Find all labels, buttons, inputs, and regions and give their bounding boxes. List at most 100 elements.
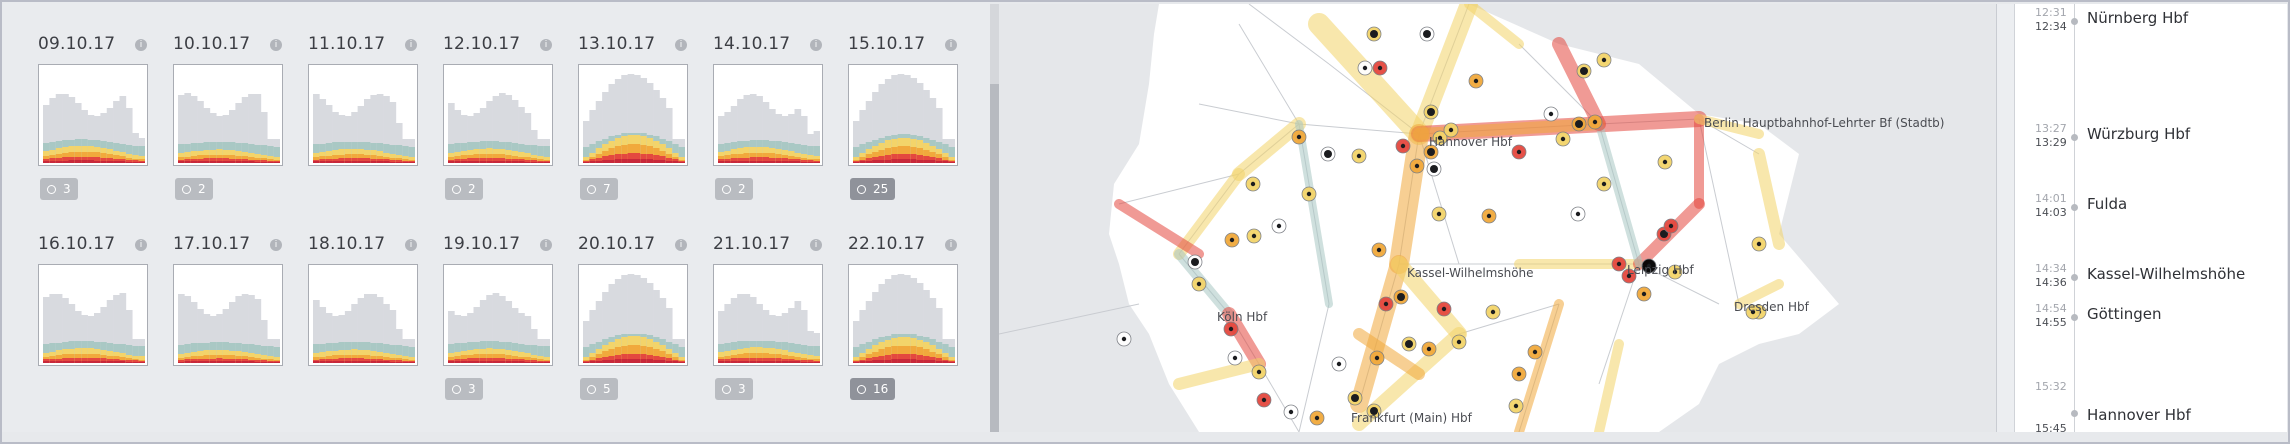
chart-bar-segment — [910, 159, 918, 163]
incident-badge[interactable]: 5 — [580, 378, 618, 400]
info-icon[interactable]: i — [945, 39, 957, 51]
chart-bar-segment — [749, 297, 757, 363]
chart-bar-segment — [608, 356, 616, 363]
chart-bar-segment — [872, 92, 879, 163]
chart-bar-segment — [537, 162, 544, 163]
calendar-scrollbar-thumb[interactable] — [990, 84, 999, 432]
info-icon[interactable]: i — [405, 239, 417, 251]
chart-bar-segment — [395, 162, 403, 163]
info-icon[interactable]: i — [810, 39, 822, 51]
chart-bar-segment — [781, 161, 789, 163]
info-icon[interactable]: i — [270, 239, 282, 251]
info-icon[interactable]: i — [945, 239, 957, 251]
chart-bar-segment — [94, 116, 101, 163]
chart-bar-segment — [376, 297, 384, 363]
info-icon[interactable]: i — [135, 39, 147, 51]
station-node-core — [1641, 291, 1647, 297]
chart-bar-segment — [364, 161, 371, 163]
day-delay-chart[interactable] — [848, 64, 958, 166]
chart-bar-segment — [203, 108, 211, 163]
chart-bar-segment — [929, 160, 937, 163]
chart-bar-segment — [634, 159, 641, 163]
chart-bar-segment — [737, 358, 744, 363]
incident-badge[interactable]: 7 — [580, 178, 618, 200]
chart-bar-segment — [730, 361, 738, 363]
city-label-kassel: Kassel-Wilhelmshöhe — [1407, 266, 1534, 280]
day-delay-chart[interactable] — [713, 64, 823, 166]
chart-bar-segment — [68, 358, 76, 363]
chart-bar-segment — [190, 161, 198, 163]
info-icon[interactable]: i — [675, 39, 687, 51]
info-icon[interactable]: i — [405, 39, 417, 51]
alert-icon — [722, 385, 731, 394]
station-node-core — [1616, 261, 1622, 267]
chart-bar-segment — [530, 162, 538, 163]
chart-bar-segment — [351, 158, 358, 163]
day-delay-chart[interactable] — [308, 64, 418, 166]
chart-bar-segment — [486, 158, 493, 163]
chart-bar-segment — [94, 361, 101, 363]
chart-bar-segment — [756, 157, 763, 163]
chart-bar-segment — [106, 161, 114, 163]
day-delay-chart[interactable] — [308, 264, 418, 366]
day-delay-chart[interactable] — [578, 64, 688, 166]
chart-bar-segment — [197, 101, 204, 163]
day-delay-chart[interactable] — [173, 264, 283, 366]
day-delay-chart[interactable] — [578, 264, 688, 366]
chart-bar-segment — [229, 110, 236, 163]
chart-bar-segment — [74, 358, 82, 363]
chart-bar-segment — [614, 79, 622, 163]
incident-badge[interactable]: 2 — [175, 178, 213, 200]
day-delay-chart[interactable] — [443, 64, 553, 166]
network-map[interactable]: Berlin Hauptbahnhof-Lehrter Bf (Stadtb) … — [999, 4, 1996, 432]
chart-bar-segment — [505, 301, 513, 363]
stop-dot-icon — [2071, 18, 2078, 25]
chart-bar-segment — [621, 159, 628, 163]
chart-bar-segment — [800, 360, 808, 363]
chart-bar-segment — [492, 161, 500, 163]
info-icon[interactable]: i — [135, 239, 147, 251]
chart-bar-segment — [62, 358, 69, 363]
info-icon[interactable]: i — [270, 39, 282, 51]
traffic-flow-band — [1694, 114, 1764, 139]
chart-bar-segment — [254, 360, 262, 363]
incident-badge[interactable]: 2 — [715, 178, 753, 200]
city-label-koeln: Köln Hbf — [1217, 310, 1268, 324]
day-delay-chart[interactable] — [713, 264, 823, 366]
incident-badge[interactable]: 3 — [445, 378, 483, 400]
day-date: 09.10.17 — [38, 34, 116, 54]
chart-bar-segment — [499, 158, 506, 163]
chart-bar-segment — [492, 361, 500, 363]
station-node-core — [1516, 149, 1522, 155]
chart-bar-segment — [43, 105, 50, 163]
station-node-core — [1626, 273, 1632, 279]
info-icon[interactable]: i — [540, 239, 552, 251]
day-delay-chart[interactable] — [443, 264, 553, 366]
chart-bar-segment — [389, 310, 397, 363]
station-node-core — [1750, 309, 1756, 315]
day-delay-chart[interactable] — [38, 264, 148, 366]
station-node-core — [1276, 223, 1282, 229]
chart-bar-segment — [132, 360, 139, 363]
chart-bar-segment — [389, 102, 397, 163]
map-canvas[interactable] — [999, 4, 1996, 432]
incident-badge[interactable]: 16 — [850, 378, 896, 400]
chart-bar-segment — [910, 78, 918, 163]
chart-bar-segment — [505, 161, 513, 163]
incident-badge[interactable]: 3 — [715, 378, 753, 400]
info-icon[interactable]: i — [810, 239, 822, 251]
incident-badge[interactable]: 25 — [850, 178, 896, 200]
day-delay-chart[interactable] — [848, 264, 958, 366]
chart-bar-segment — [209, 361, 217, 363]
incident-badge[interactable]: 2 — [445, 178, 483, 200]
info-icon[interactable]: i — [675, 239, 687, 251]
chart-bar-segment — [543, 346, 550, 363]
info-icon[interactable]: i — [540, 39, 552, 51]
traffic-flow-band — [1464, 4, 1524, 49]
day-delay-chart[interactable] — [173, 64, 283, 166]
incident-badge[interactable]: 3 — [40, 178, 78, 200]
calendar-scrollbar[interactable] — [990, 4, 999, 432]
chart-bar-segment — [229, 161, 236, 163]
day-delay-chart[interactable] — [38, 64, 148, 166]
chart-bar-segment — [621, 154, 628, 163]
